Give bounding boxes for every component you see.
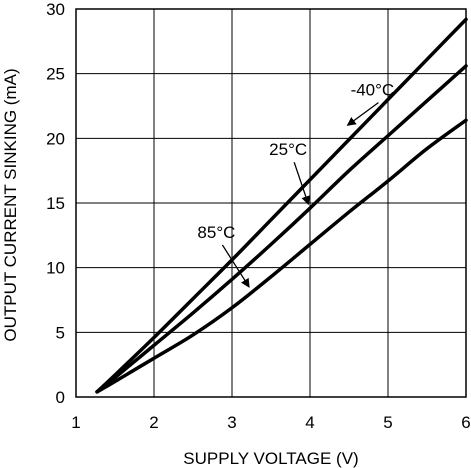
plot-area-frame	[75, 8, 467, 398]
grid	[76, 9, 466, 397]
y-tick-label: 0	[56, 388, 65, 407]
series-line-85c	[95, 118, 468, 394]
series-line-40c	[95, 17, 468, 394]
y-axis-title: OUTPUT CURRENT SINKING (mA)	[1, 68, 20, 341]
x-tick-label: 1	[71, 413, 80, 432]
series-label: -40°C	[351, 81, 395, 100]
y-tick-label: 20	[46, 129, 65, 148]
series-label: 25°C	[269, 140, 307, 159]
tick-labels: 1 2 3 4 5 6 0 5 10 15 20 25 30	[46, 0, 471, 432]
series-labels: -40°C 25°C 85°C	[197, 81, 395, 288]
x-tick-label: 3	[227, 413, 236, 432]
series-line-25c	[95, 64, 468, 394]
y-tick-label: 10	[46, 259, 65, 278]
label-arrow	[221, 244, 250, 288]
y-tick-label: 25	[46, 65, 65, 84]
series-label: 85°C	[197, 223, 235, 242]
label-arrow	[346, 102, 379, 126]
label-arrow	[293, 161, 311, 206]
x-tick-label: 6	[461, 413, 470, 432]
y-tick-label: 30	[46, 0, 65, 19]
x-tick-label: 4	[305, 413, 314, 432]
y-tick-label: 15	[46, 194, 65, 213]
series-layer	[95, 17, 468, 394]
x-axis-title: SUPPLY VOLTAGE (V)	[183, 449, 358, 468]
y-tick-label: 5	[56, 323, 65, 342]
x-tick-label: 5	[383, 413, 392, 432]
x-tick-label: 2	[149, 413, 158, 432]
